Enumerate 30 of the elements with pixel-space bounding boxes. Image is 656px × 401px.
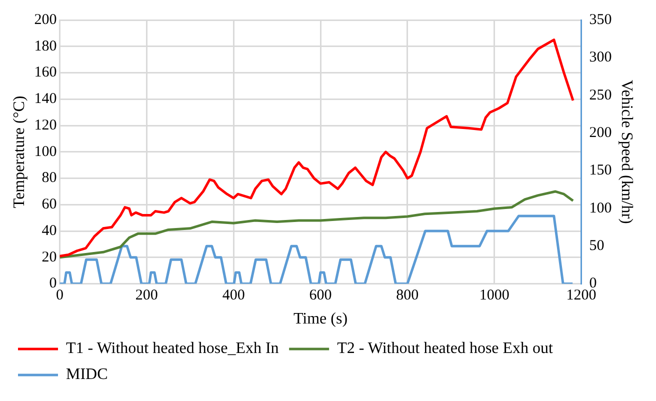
x-tick-label: 1200 (566, 288, 596, 304)
y-tick-label: 120 (34, 117, 57, 134)
x-tick-label: 200 (135, 288, 158, 304)
y-tick-label: 0 (49, 276, 57, 292)
legend-label: T2 - Without heated hose Exh out (337, 340, 554, 358)
y2-tick-label: 250 (589, 87, 612, 104)
x-tick-label: 600 (309, 288, 332, 304)
x-tick-label: 400 (222, 288, 245, 304)
legend-label: MIDC (66, 366, 108, 384)
y-tick-label: 20 (42, 249, 57, 266)
y-tick-label: 200 (34, 12, 57, 28)
legend-label: T1 - Without heated hose_Exh In (66, 340, 279, 358)
y-tick-label: 40 (42, 222, 57, 239)
y2-tick-label: 100 (589, 200, 612, 216)
y2-tick-label: 300 (589, 50, 612, 66)
y-tick-label: 160 (34, 64, 57, 81)
y-tick-label: 100 (34, 144, 57, 160)
y2-tick-label: 200 (589, 124, 612, 141)
y2-tick-label: 50 (589, 238, 604, 254)
y-tick-label: 60 (42, 196, 57, 213)
y-axis-title: Temperature (°C) (10, 96, 28, 208)
x-tick-label: 1000 (479, 288, 510, 304)
y-tick-label: 80 (42, 170, 57, 186)
y2-tick-label: 150 (589, 162, 612, 179)
y-tick-label: 180 (34, 38, 57, 54)
y-tick-label: 140 (34, 91, 57, 108)
y2-axis-title: Vehicle Speed (km/hr) (618, 80, 636, 224)
x-axis-title: Time (s) (293, 310, 348, 328)
y2-tick-label: 350 (589, 12, 612, 28)
x-tick-label: 800 (396, 288, 419, 304)
